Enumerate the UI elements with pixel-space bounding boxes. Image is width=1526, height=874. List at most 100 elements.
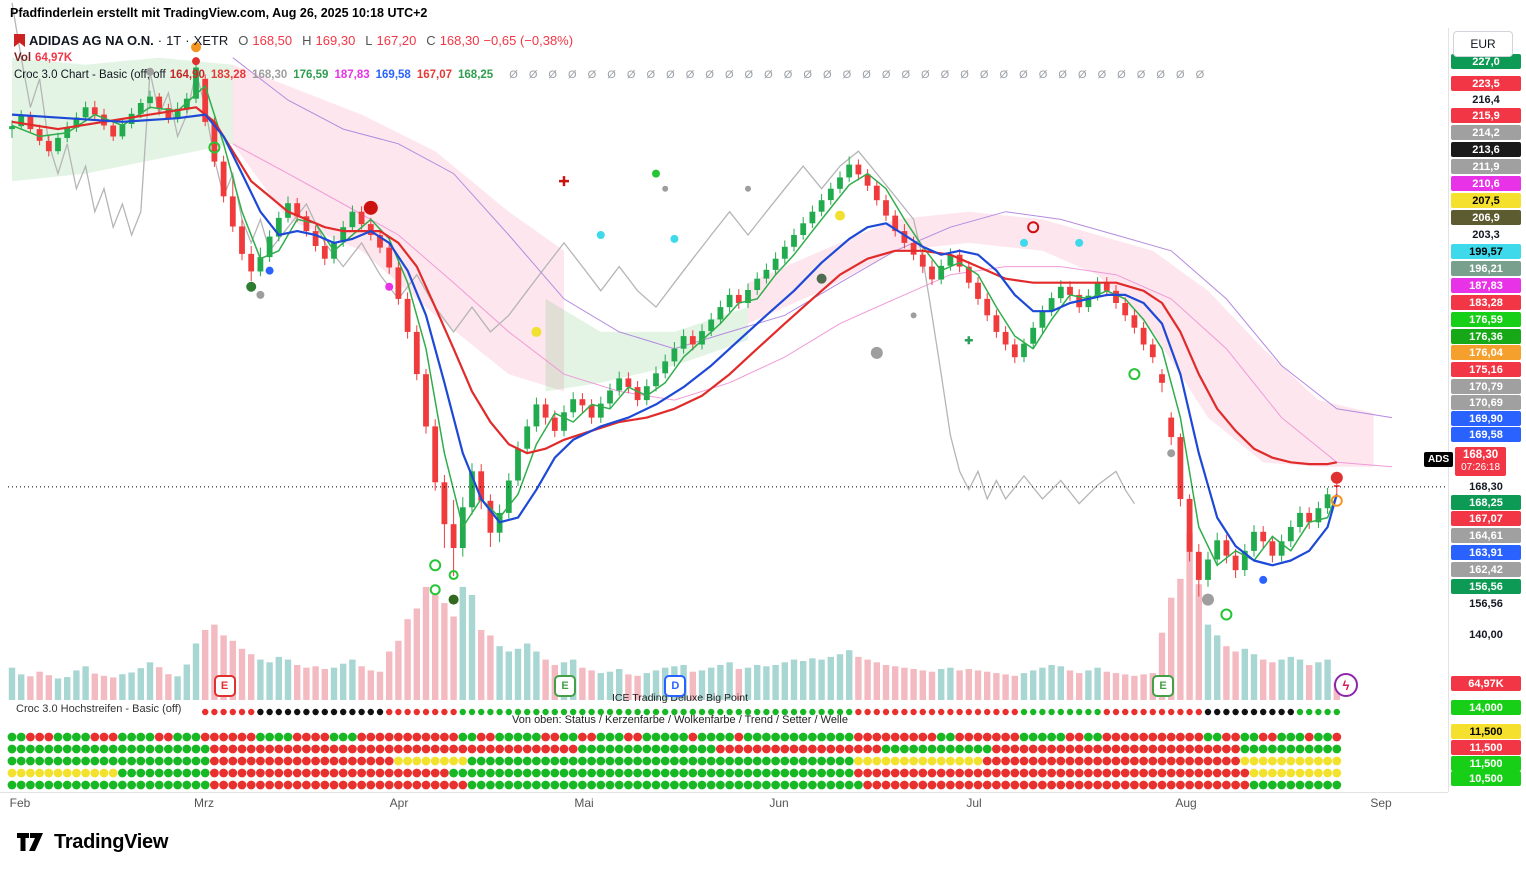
candle-body — [321, 246, 328, 259]
price-label: 215,9 — [1451, 108, 1521, 123]
dot-wolkenfarbe — [854, 744, 863, 754]
dot-wolkenfarbe — [1102, 744, 1112, 754]
low-label: L — [365, 33, 373, 48]
dot-kerzenfarbe — [72, 732, 81, 742]
flag-icon[interactable] — [14, 34, 25, 47]
dot-kerzenfarbe — [16, 732, 26, 742]
volume-bar — [8, 667, 16, 700]
dot-setter — [1314, 768, 1323, 778]
dot-kerzenfarbe — [890, 732, 900, 742]
dot-kerzenfarbe — [697, 732, 707, 742]
dot-trend — [973, 756, 983, 766]
dot-wolkenfarbe — [292, 744, 302, 754]
dot-setter — [173, 768, 183, 778]
candle-body — [404, 298, 411, 332]
symbol-legend-row[interactable]: ADIDAS AG NA O.N. · 1T · XETR O 168,50 H… — [14, 32, 1208, 49]
candle-body — [699, 331, 705, 345]
dot-trend — [283, 756, 293, 766]
dot-status — [478, 708, 485, 716]
dot-welle — [1074, 780, 1084, 790]
dot-wolkenfarbe — [743, 744, 753, 754]
volume-bar — [634, 675, 641, 700]
candle-body — [984, 298, 991, 316]
dot-kerzenfarbe — [1065, 732, 1075, 742]
indicator-legend-row[interactable]: Croc 3.0 Chart - Basic (off, off 164,90 1… — [14, 67, 1208, 82]
dot-status — [1149, 708, 1157, 716]
dot-setter — [734, 768, 744, 778]
dot-status — [229, 708, 236, 716]
dot-welle — [99, 780, 109, 790]
dot-kerzenfarbe — [476, 732, 486, 742]
candle-body — [708, 319, 715, 332]
dot-wolkenfarbe — [1166, 744, 1176, 754]
dot-status — [248, 708, 255, 716]
dot-trend — [826, 756, 836, 766]
volume-bar — [910, 669, 917, 700]
dot-trend — [780, 756, 790, 766]
dot-welle — [863, 780, 872, 790]
indicator-title[interactable]: Croc 3.0 Chart - Basic (off, off — [14, 68, 166, 81]
event-badge-e[interactable]: E — [554, 675, 576, 697]
dot-kerzenfarbe — [568, 732, 578, 742]
dot-welle — [826, 780, 836, 790]
dot-status — [1168, 708, 1175, 716]
candle-body — [947, 254, 954, 266]
dot-wolkenfarbe — [605, 744, 615, 754]
flash-icon[interactable]: ϟ — [1334, 673, 1358, 697]
volume-bar — [1048, 665, 1055, 700]
dot-welle — [1111, 780, 1121, 790]
dot-setter — [136, 768, 146, 778]
dot-kerzenfarbe — [1130, 732, 1139, 742]
dot-kerzenfarbe — [154, 732, 164, 742]
candle-body — [772, 258, 779, 270]
dot-wolkenfarbe — [522, 744, 532, 754]
last-price-box: 168,30 07:26:18 — [1455, 447, 1507, 476]
slow-line-blue — [11, 113, 1338, 567]
volume-bar — [588, 670, 595, 700]
dot-kerzenfarbe — [292, 732, 302, 742]
event-badge-e[interactable]: E — [1152, 675, 1174, 697]
dot-welle — [633, 780, 642, 790]
dot-status — [1214, 708, 1221, 716]
currency-button[interactable]: EUR — [1453, 31, 1513, 57]
event-badge-d[interactable]: D — [664, 675, 687, 697]
candle-body — [183, 98, 190, 109]
volume-bar — [1306, 665, 1313, 700]
dot-status — [919, 708, 926, 716]
dot-status — [496, 708, 503, 716]
dot-status — [1158, 708, 1166, 716]
dot-wolkenfarbe — [127, 744, 136, 754]
dot-wolkenfarbe — [890, 744, 900, 754]
candle-body — [413, 331, 420, 375]
candle-body — [754, 278, 761, 290]
volume-bar — [146, 662, 154, 700]
dot-setter — [1019, 768, 1029, 778]
candle-body — [938, 265, 945, 280]
event-badge-e[interactable]: E — [213, 675, 236, 697]
dot-status — [1066, 708, 1074, 716]
volume-bar — [505, 651, 512, 700]
candle-body — [1085, 295, 1092, 308]
dot-welle — [844, 780, 854, 790]
volume-bar — [1324, 659, 1331, 700]
dot-trend — [320, 756, 330, 766]
candle-body — [1048, 298, 1055, 312]
dot-welle — [504, 780, 514, 790]
volume-bar — [128, 672, 135, 700]
dot-trend — [200, 756, 210, 766]
dot-kerzenfarbe — [522, 732, 532, 742]
dot-wolkenfarbe — [936, 744, 946, 754]
bottom-indicator-title[interactable]: Croc 3.0 Hochstreifen - Basic (off) — [16, 703, 182, 715]
dot-welle — [62, 780, 72, 790]
volume-bar — [1260, 659, 1267, 700]
dot-trend — [1277, 756, 1286, 766]
dot-setter — [72, 768, 81, 778]
dot-wolkenfarbe — [1093, 744, 1102, 754]
dot-status — [386, 708, 393, 716]
dot-kerzenfarbe — [762, 732, 771, 742]
dot-trend — [541, 756, 550, 766]
dot-wolkenfarbe — [1268, 744, 1277, 754]
volume-bar — [238, 648, 246, 700]
dot-wolkenfarbe — [237, 744, 247, 754]
